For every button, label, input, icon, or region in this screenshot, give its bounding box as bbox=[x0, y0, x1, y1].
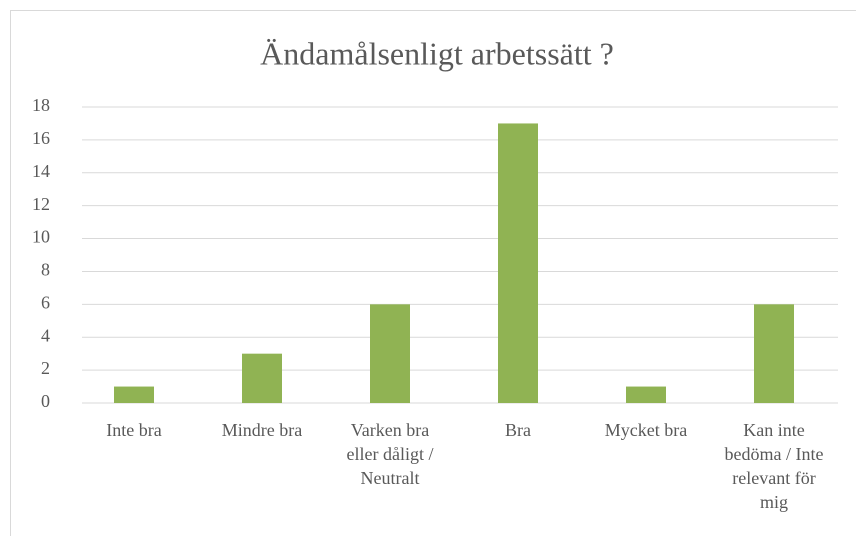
y-tick-label: 8 bbox=[41, 260, 50, 280]
bar bbox=[242, 353, 282, 403]
x-tick-label: Varken bra eller dåligt / Neutralt bbox=[346, 420, 434, 488]
y-tick-label: 0 bbox=[41, 391, 50, 411]
bar bbox=[114, 386, 154, 403]
y-tick-label: 16 bbox=[32, 128, 50, 148]
x-tick-label: Kan inte bedöma / Inte relevant för mig bbox=[724, 420, 824, 512]
x-tick-label: Mindre bra bbox=[221, 420, 303, 440]
y-tick-label: 14 bbox=[32, 161, 50, 181]
y-tick-label: 2 bbox=[41, 358, 50, 378]
bar bbox=[626, 386, 666, 403]
bar bbox=[370, 304, 410, 403]
x-tick-label: Bra bbox=[505, 420, 531, 440]
bar bbox=[754, 304, 794, 403]
y-tick-label: 18 bbox=[32, 95, 50, 115]
y-tick-label: 4 bbox=[41, 325, 50, 345]
chart-frame bbox=[10, 10, 856, 536]
x-tick-label: Inte bra bbox=[106, 420, 162, 440]
bar bbox=[498, 123, 538, 403]
y-tick-label: 12 bbox=[32, 194, 50, 214]
x-tick-label: Mycket bra bbox=[604, 420, 688, 440]
y-tick-label: 10 bbox=[32, 227, 50, 247]
chart-title: Ändamålsenligt arbetssätt ? bbox=[260, 35, 614, 71]
y-tick-label: 6 bbox=[41, 292, 50, 312]
